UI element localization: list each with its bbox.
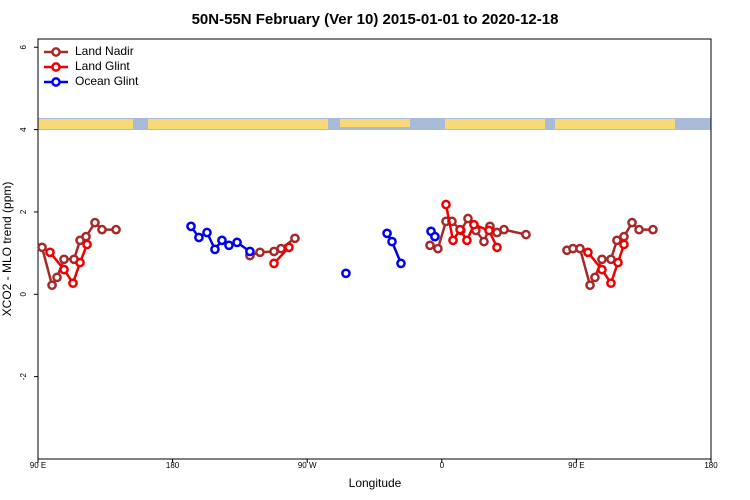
point	[627, 217, 637, 228]
point	[232, 237, 242, 248]
point	[499, 224, 509, 235]
legend-marker	[51, 47, 61, 57]
point	[75, 257, 85, 268]
point	[619, 231, 629, 242]
point	[585, 280, 595, 291]
y-tick-label: -2	[19, 373, 28, 381]
point	[606, 278, 616, 289]
point	[479, 236, 489, 247]
point	[597, 264, 607, 275]
point	[45, 247, 55, 258]
point	[37, 242, 47, 253]
point	[575, 243, 585, 254]
point	[276, 243, 286, 254]
point	[245, 246, 255, 257]
point	[52, 272, 62, 283]
x-tick-label: 90 E	[30, 461, 46, 470]
x-tick-label: 0	[440, 461, 445, 470]
point	[186, 221, 196, 232]
point	[90, 217, 100, 228]
point	[433, 243, 443, 254]
point	[224, 240, 234, 251]
x-tick-label: 180	[166, 461, 180, 470]
point	[469, 219, 479, 230]
point	[382, 228, 392, 239]
point	[47, 280, 57, 291]
point	[462, 235, 472, 246]
point	[425, 240, 435, 251]
point	[284, 242, 294, 253]
legend-label: Land Glint	[75, 59, 130, 73]
point	[59, 264, 69, 275]
point	[217, 235, 227, 246]
chart-title: 50N-55N February (Ver 10) 2015-01-01 to …	[192, 11, 559, 28]
y-tick-label: 0	[19, 292, 28, 297]
point	[210, 244, 220, 255]
point	[612, 235, 622, 246]
legend-marker	[51, 62, 61, 72]
x-tick-label: 90 E	[568, 461, 584, 470]
point	[648, 224, 658, 235]
point	[619, 239, 629, 250]
point	[97, 224, 107, 235]
point	[202, 227, 212, 238]
point	[68, 278, 78, 289]
legend-label: Ocean Glint	[75, 74, 139, 88]
point	[396, 258, 406, 269]
point	[255, 247, 265, 258]
point	[269, 258, 279, 269]
y-tick-label: 4	[19, 127, 28, 132]
point	[455, 224, 465, 235]
x-tick-label: 180	[704, 461, 718, 470]
point	[634, 224, 644, 235]
x-axis-label: Longitude	[349, 476, 402, 490]
point	[194, 232, 204, 243]
point	[59, 254, 69, 265]
y-tick-label: 6	[19, 44, 28, 49]
legend-marker	[51, 77, 61, 87]
plot-frame	[37, 38, 712, 460]
point	[448, 235, 458, 246]
point	[484, 225, 494, 236]
y-axis-label: XCO2 - MLO trend (ppm)	[0, 182, 14, 317]
point	[430, 231, 440, 242]
point	[613, 257, 623, 268]
point	[290, 233, 300, 244]
point	[583, 247, 593, 258]
point	[597, 254, 607, 265]
point	[341, 268, 351, 279]
x-tick-label: 90 W	[298, 461, 317, 470]
point	[387, 236, 397, 247]
point	[111, 224, 121, 235]
point	[521, 229, 531, 240]
y-tick-label: 2	[19, 209, 28, 214]
point	[441, 199, 451, 210]
point	[463, 213, 473, 224]
map-strip	[38, 118, 711, 130]
legend-label: Land Nadir	[75, 44, 134, 58]
point	[590, 272, 600, 283]
point	[81, 231, 91, 242]
point	[492, 242, 502, 253]
point	[82, 239, 92, 250]
